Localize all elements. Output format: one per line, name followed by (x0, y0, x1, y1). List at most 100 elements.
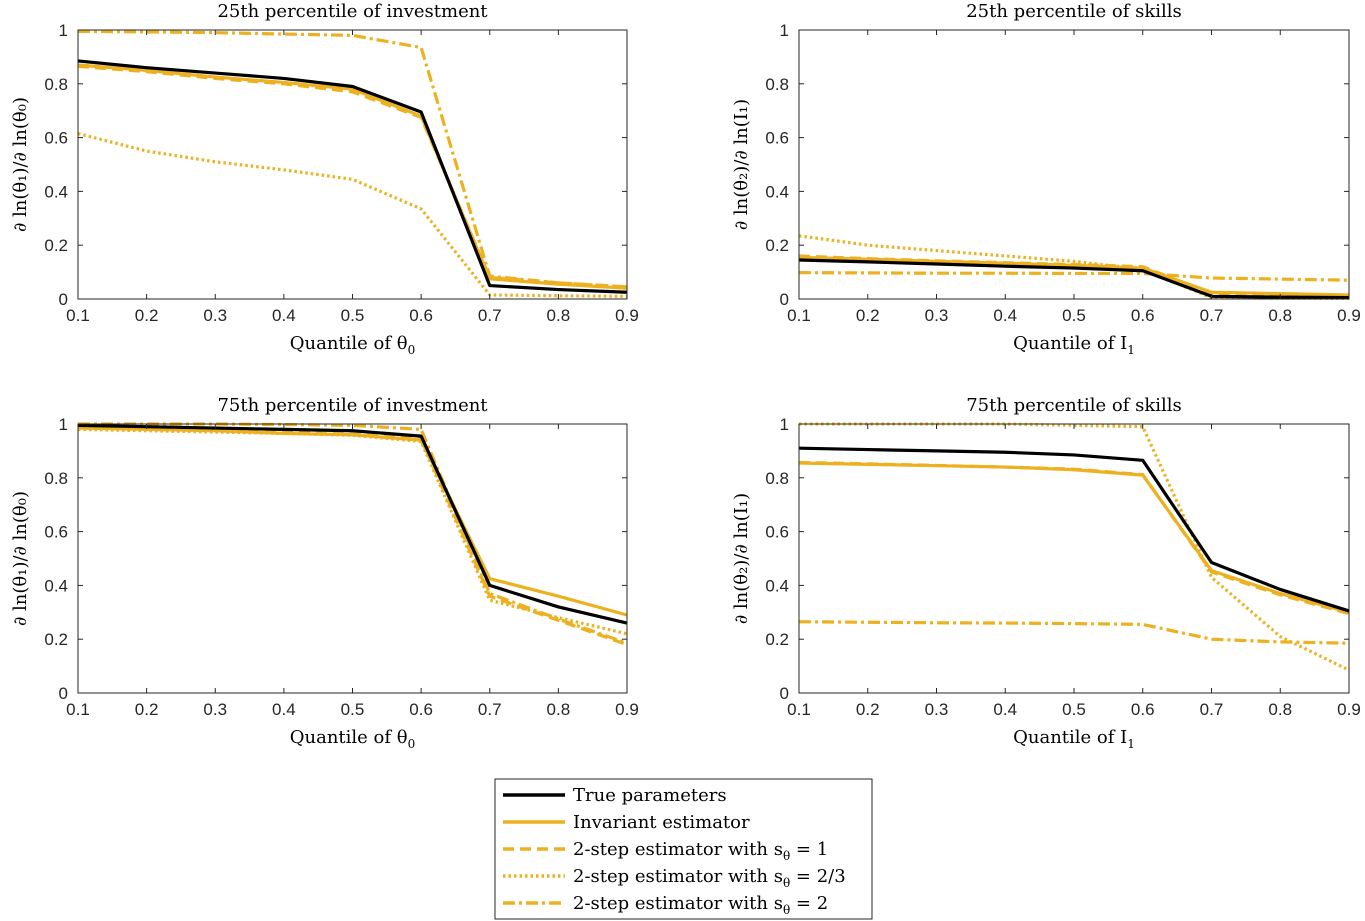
x-tick-label: 0.1 (787, 306, 811, 325)
series-line-1 (798, 258, 1350, 300)
series-line-1 (77, 423, 628, 625)
series-line-4 (798, 234, 1350, 301)
y-tick-label: 0.4 (765, 576, 789, 595)
series-line-1 (798, 446, 1350, 613)
series-group (77, 29, 628, 298)
legend-label-3: 2-step estimator with sθ = 1 (573, 839, 828, 863)
x-tick-label: 0.9 (1337, 700, 1361, 719)
plot-area (78, 424, 627, 693)
y-tick-label: 0 (780, 290, 789, 309)
y-tick-label: 1 (59, 21, 68, 40)
legend-label-4: 2-step estimator with sθ = 2/3 (573, 866, 846, 890)
series-line-2 (798, 255, 1350, 297)
y-tick-label: 0 (780, 684, 789, 703)
x-tick-label: 0.2 (856, 700, 880, 719)
chart-panel-1: 0.1 0.2 0.3 0.4 0.5 0.6 0.7 0.8 0.9 0 0.2 0.4 0.6 0.8… (10, 1, 639, 357)
x-axis-label: Quantile of I1 (1013, 333, 1135, 357)
series-line-2 (798, 461, 1350, 614)
x-axis-label: Quantile of θ0 (290, 727, 416, 751)
chart-title: 25th percentile of skills (966, 1, 1182, 22)
y-tick-label: 0.6 (765, 129, 789, 148)
y-tick-label: 0.8 (44, 75, 68, 94)
y-tick-label: 0.6 (44, 129, 68, 148)
x-tick-label: 0.6 (1131, 700, 1155, 719)
chart-panel-3: 0.1 0.2 0.3 0.4 0.5 0.6 0.7 0.8 0.9 0 0.2 0.4 0.6 0.8… (10, 395, 639, 751)
x-tick-label: 0.4 (272, 700, 296, 719)
x-tick-label: 0.2 (135, 700, 159, 719)
x-tick-label: 0.3 (203, 700, 227, 719)
y-tick-label: 1 (780, 415, 789, 434)
y-axis-label: ∂ ln(θ₁)/∂ ln(θ₀) (10, 491, 31, 626)
legend-label-1: True parameters (573, 785, 727, 806)
legend: True parameters Invariant estimator 2-step… (494, 778, 873, 920)
legend-label-2: Invariant estimator (573, 812, 750, 833)
x-tick-label: 0.2 (135, 306, 159, 325)
chart-panel-2: 0.1 0.2 0.3 0.4 0.5 0.6 0.7 0.8 0.9 0 0.2 0.4 0.6 0.8… (731, 1, 1361, 357)
chart-panels: 0.1 0.2 0.3 0.4 0.5 0.6 0.7 0.8 0.9 0 0.2 0.4 0.6 0.8… (10, 1, 1361, 751)
x-tick-label: 0.8 (547, 700, 571, 719)
chart-panel-4: 0.1 0.2 0.3 0.4 0.5 0.6 0.7 0.8 0.9 0 0.2 0.4 0.6 0.8… (731, 395, 1361, 751)
y-axis-label: ∂ ln(θ₂)/∂ ln(I₁) (731, 99, 752, 230)
y-tick-label: 0.8 (765, 469, 789, 488)
y-axis-label: ∂ ln(θ₁)/∂ ln(θ₀) (10, 97, 31, 232)
x-tick-label: 0.9 (615, 306, 639, 325)
y-tick-label: 0.2 (44, 630, 68, 649)
x-tick-label: 0.7 (1200, 700, 1224, 719)
x-tick-label: 0.4 (272, 306, 296, 325)
x-tick-label: 0.4 (993, 306, 1017, 325)
y-tick-label: 0 (59, 684, 68, 703)
series-line-5 (78, 422, 628, 645)
y-tick-label: 1 (780, 21, 789, 40)
y-tick-label: 0.2 (765, 236, 789, 255)
x-tick-label: 0.1 (66, 700, 90, 719)
y-tick-label: 1 (59, 415, 68, 434)
y-tick-label: 0.6 (44, 523, 68, 542)
y-tick-label: 0.2 (765, 630, 789, 649)
x-tick-label: 0.6 (409, 306, 433, 325)
series-group (798, 234, 1350, 301)
x-tick-label: 0.8 (1268, 306, 1292, 325)
y-tick-label: 0.4 (44, 576, 68, 595)
x-tick-label: 0.6 (409, 700, 433, 719)
x-tick-label: 0.9 (615, 700, 639, 719)
y-tick-label: 0.8 (765, 75, 789, 94)
y-tick-label: 0.8 (44, 469, 68, 488)
x-tick-label: 0.1 (66, 306, 90, 325)
x-tick-label: 0.7 (478, 700, 502, 719)
x-tick-label: 0.3 (203, 306, 227, 325)
x-tick-label: 0.5 (341, 306, 365, 325)
x-axis-label: Quantile of I1 (1013, 727, 1135, 751)
legend-label-5: 2-step estimator with sθ = 2 (573, 893, 828, 917)
x-tick-label: 0.3 (925, 306, 949, 325)
y-axis-label: ∂ ln(θ₂)/∂ ln(I₁) (731, 493, 752, 624)
x-tick-label: 0.3 (925, 700, 949, 719)
y-tick-label: 0 (59, 290, 68, 309)
x-tick-label: 0.8 (547, 306, 571, 325)
x-axis-label: Quantile of θ0 (290, 333, 416, 357)
x-tick-label: 0.6 (1131, 306, 1155, 325)
x-tick-label: 0.5 (1062, 700, 1086, 719)
series-line-4 (77, 132, 628, 298)
series-line-2 (77, 63, 628, 290)
chart-title: 75th percentile of investment (217, 395, 488, 416)
chart-title: 25th percentile of investment (217, 1, 488, 22)
x-tick-label: 0.4 (993, 700, 1017, 719)
x-tick-label: 0.5 (1062, 306, 1086, 325)
plot-area (799, 30, 1349, 299)
y-tick-label: 0.2 (44, 236, 68, 255)
y-tick-label: 0.4 (765, 182, 789, 201)
y-tick-label: 0.6 (765, 523, 789, 542)
x-tick-label: 0.8 (1268, 700, 1292, 719)
chart-title: 75th percentile of skills (966, 395, 1182, 416)
x-tick-label: 0.5 (341, 700, 365, 719)
x-tick-label: 0.9 (1337, 306, 1361, 325)
series-line-1 (77, 59, 628, 294)
x-tick-label: 0.1 (787, 700, 811, 719)
series-line-2 (77, 426, 628, 617)
x-tick-label: 0.7 (478, 306, 502, 325)
series-group (77, 422, 628, 647)
y-tick-label: 0.4 (44, 182, 68, 201)
x-tick-label: 0.7 (1200, 306, 1224, 325)
x-tick-label: 0.2 (856, 306, 880, 325)
